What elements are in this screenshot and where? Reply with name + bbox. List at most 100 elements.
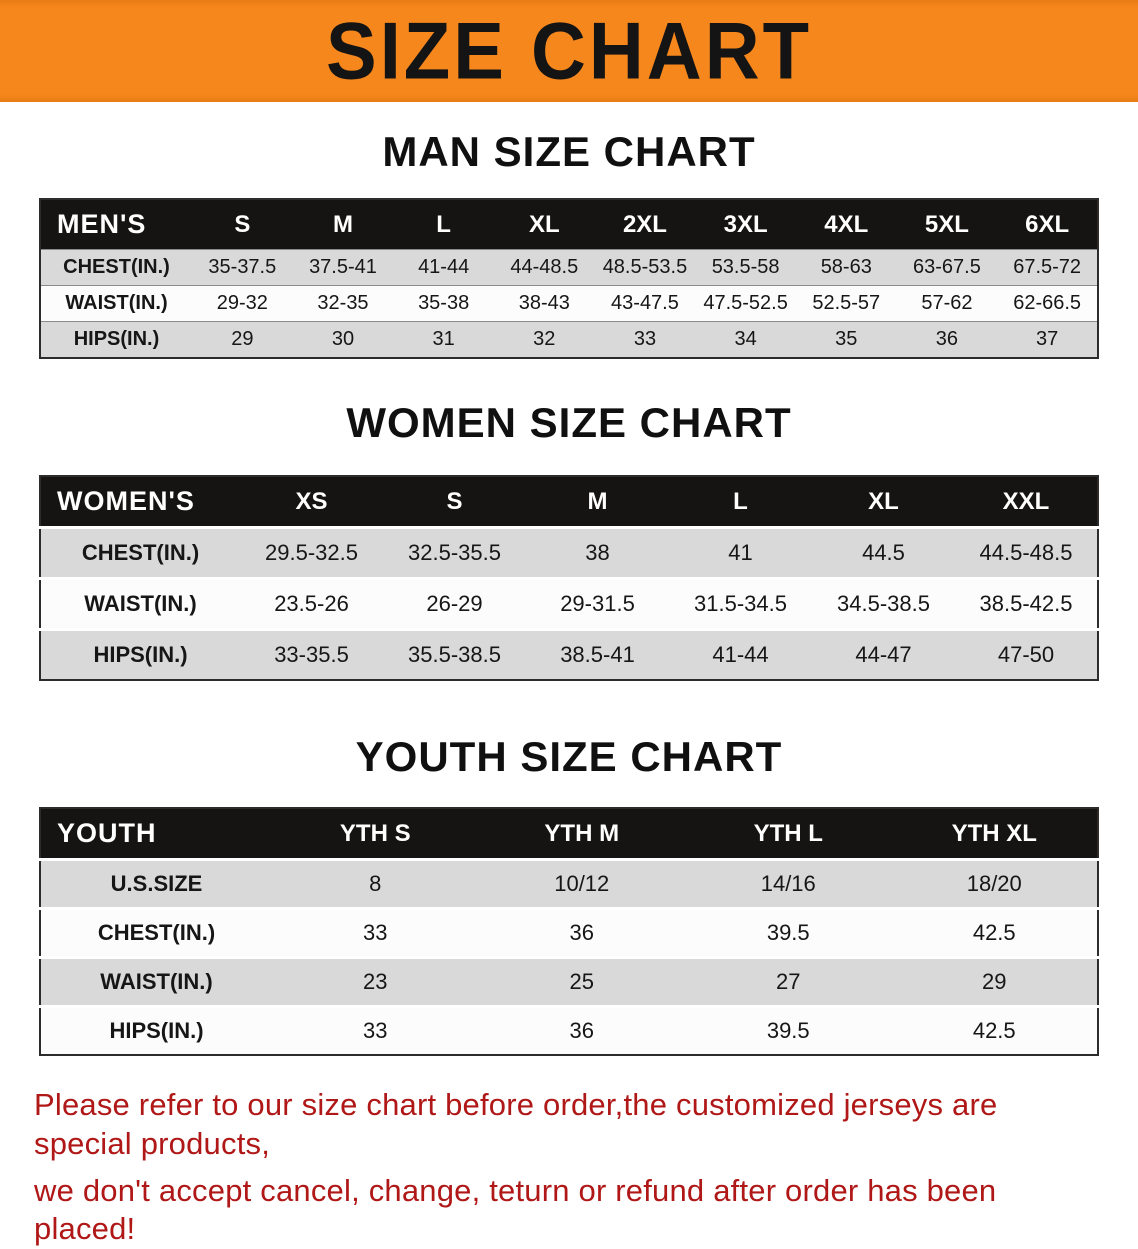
size-value-cell: 32-35 [293, 286, 394, 322]
size-value-cell: 37.5-41 [293, 250, 394, 286]
size-value-cell: 57-62 [897, 286, 998, 322]
size-value-cell: 63-67.5 [897, 250, 998, 286]
size-column-header: YTH S [272, 808, 479, 860]
size-column-header: XXL [955, 476, 1098, 528]
size-value-cell: 62-66.5 [997, 286, 1098, 322]
size-value-cell: 52.5-57 [796, 286, 897, 322]
size-value-cell: 35-37.5 [192, 250, 293, 286]
size-value-cell: 38 [526, 528, 669, 579]
footer-note-line-1: Please refer to our size chart before or… [34, 1086, 1104, 1164]
size-value-cell: 47-50 [955, 630, 1098, 681]
size-column-header: 3XL [695, 199, 796, 250]
size-value-cell: 44.5 [812, 528, 955, 579]
size-value-cell: 39.5 [685, 1007, 892, 1056]
size-column-header: 6XL [997, 199, 1098, 250]
size-value-cell: 42.5 [892, 1007, 1099, 1056]
size-value-cell: 31.5-34.5 [669, 579, 812, 630]
size-value-cell: 10/12 [479, 860, 686, 909]
size-value-cell: 41 [669, 528, 812, 579]
size-value-cell: 26-29 [383, 579, 526, 630]
size-value-cell: 27 [685, 958, 892, 1007]
size-value-cell: 14/16 [685, 860, 892, 909]
size-value-cell: 35.5-38.5 [383, 630, 526, 681]
size-value-cell: 32.5-35.5 [383, 528, 526, 579]
size-value-cell: 8 [272, 860, 479, 909]
size-value-cell: 38.5-42.5 [955, 579, 1098, 630]
footer-note-line-2: we don't accept cancel, change, teturn o… [34, 1172, 1104, 1249]
size-value-cell: 33 [272, 909, 479, 958]
size-value-cell: 53.5-58 [695, 250, 796, 286]
size-value-cell: 31 [393, 322, 494, 359]
size-column-header: 2XL [595, 199, 696, 250]
size-column-header: L [669, 476, 812, 528]
size-value-cell: 38.5-41 [526, 630, 669, 681]
size-value-cell: 47.5-52.5 [695, 286, 796, 322]
row-label: CHEST(IN.) [40, 250, 192, 286]
table-corner-label: YOUTH [40, 808, 272, 860]
size-value-cell: 29 [192, 322, 293, 359]
table-corner-label: MEN'S [40, 199, 192, 250]
size-value-cell: 23.5-26 [240, 579, 383, 630]
size-column-header: YTH L [685, 808, 892, 860]
size-column-header: S [383, 476, 526, 528]
size-value-cell: 41-44 [393, 250, 494, 286]
row-label: WAIST(IN.) [40, 286, 192, 322]
row-label: WAIST(IN.) [40, 958, 272, 1007]
row-label: CHEST(IN.) [40, 528, 240, 579]
row-label: HIPS(IN.) [40, 322, 192, 359]
size-value-cell: 30 [293, 322, 394, 359]
size-column-header: XS [240, 476, 383, 528]
size-value-cell: 36 [479, 909, 686, 958]
size-value-cell: 48.5-53.5 [595, 250, 696, 286]
size-value-cell: 18/20 [892, 860, 1099, 909]
size-value-cell: 42.5 [892, 909, 1099, 958]
men-section-heading: MAN SIZE CHART [0, 128, 1138, 176]
size-value-cell: 29.5-32.5 [240, 528, 383, 579]
size-value-cell: 25 [479, 958, 686, 1007]
size-value-cell: 36 [897, 322, 998, 359]
size-value-cell: 44-47 [812, 630, 955, 681]
size-column-header: M [293, 199, 394, 250]
size-value-cell: 44-48.5 [494, 250, 595, 286]
size-column-header: YTH M [479, 808, 686, 860]
row-label: CHEST(IN.) [40, 909, 272, 958]
size-column-header: 5XL [897, 199, 998, 250]
row-label: HIPS(IN.) [40, 1007, 272, 1056]
row-label: U.S.SIZE [40, 860, 272, 909]
size-value-cell: 39.5 [685, 909, 892, 958]
row-label: WAIST(IN.) [40, 579, 240, 630]
size-column-header: 4XL [796, 199, 897, 250]
size-value-cell: 33-35.5 [240, 630, 383, 681]
size-column-header: XL [812, 476, 955, 528]
women-section-heading: WOMEN SIZE CHART [0, 399, 1138, 447]
footer-note: Please refer to our size chart before or… [34, 1086, 1104, 1249]
banner: SIZE CHART [0, 0, 1138, 102]
size-column-header: M [526, 476, 669, 528]
size-value-cell: 37 [997, 322, 1098, 359]
table-corner-label: WOMEN'S [40, 476, 240, 528]
page-title: SIZE CHART [326, 5, 812, 97]
size-value-cell: 43-47.5 [595, 286, 696, 322]
size-value-cell: 35-38 [393, 286, 494, 322]
